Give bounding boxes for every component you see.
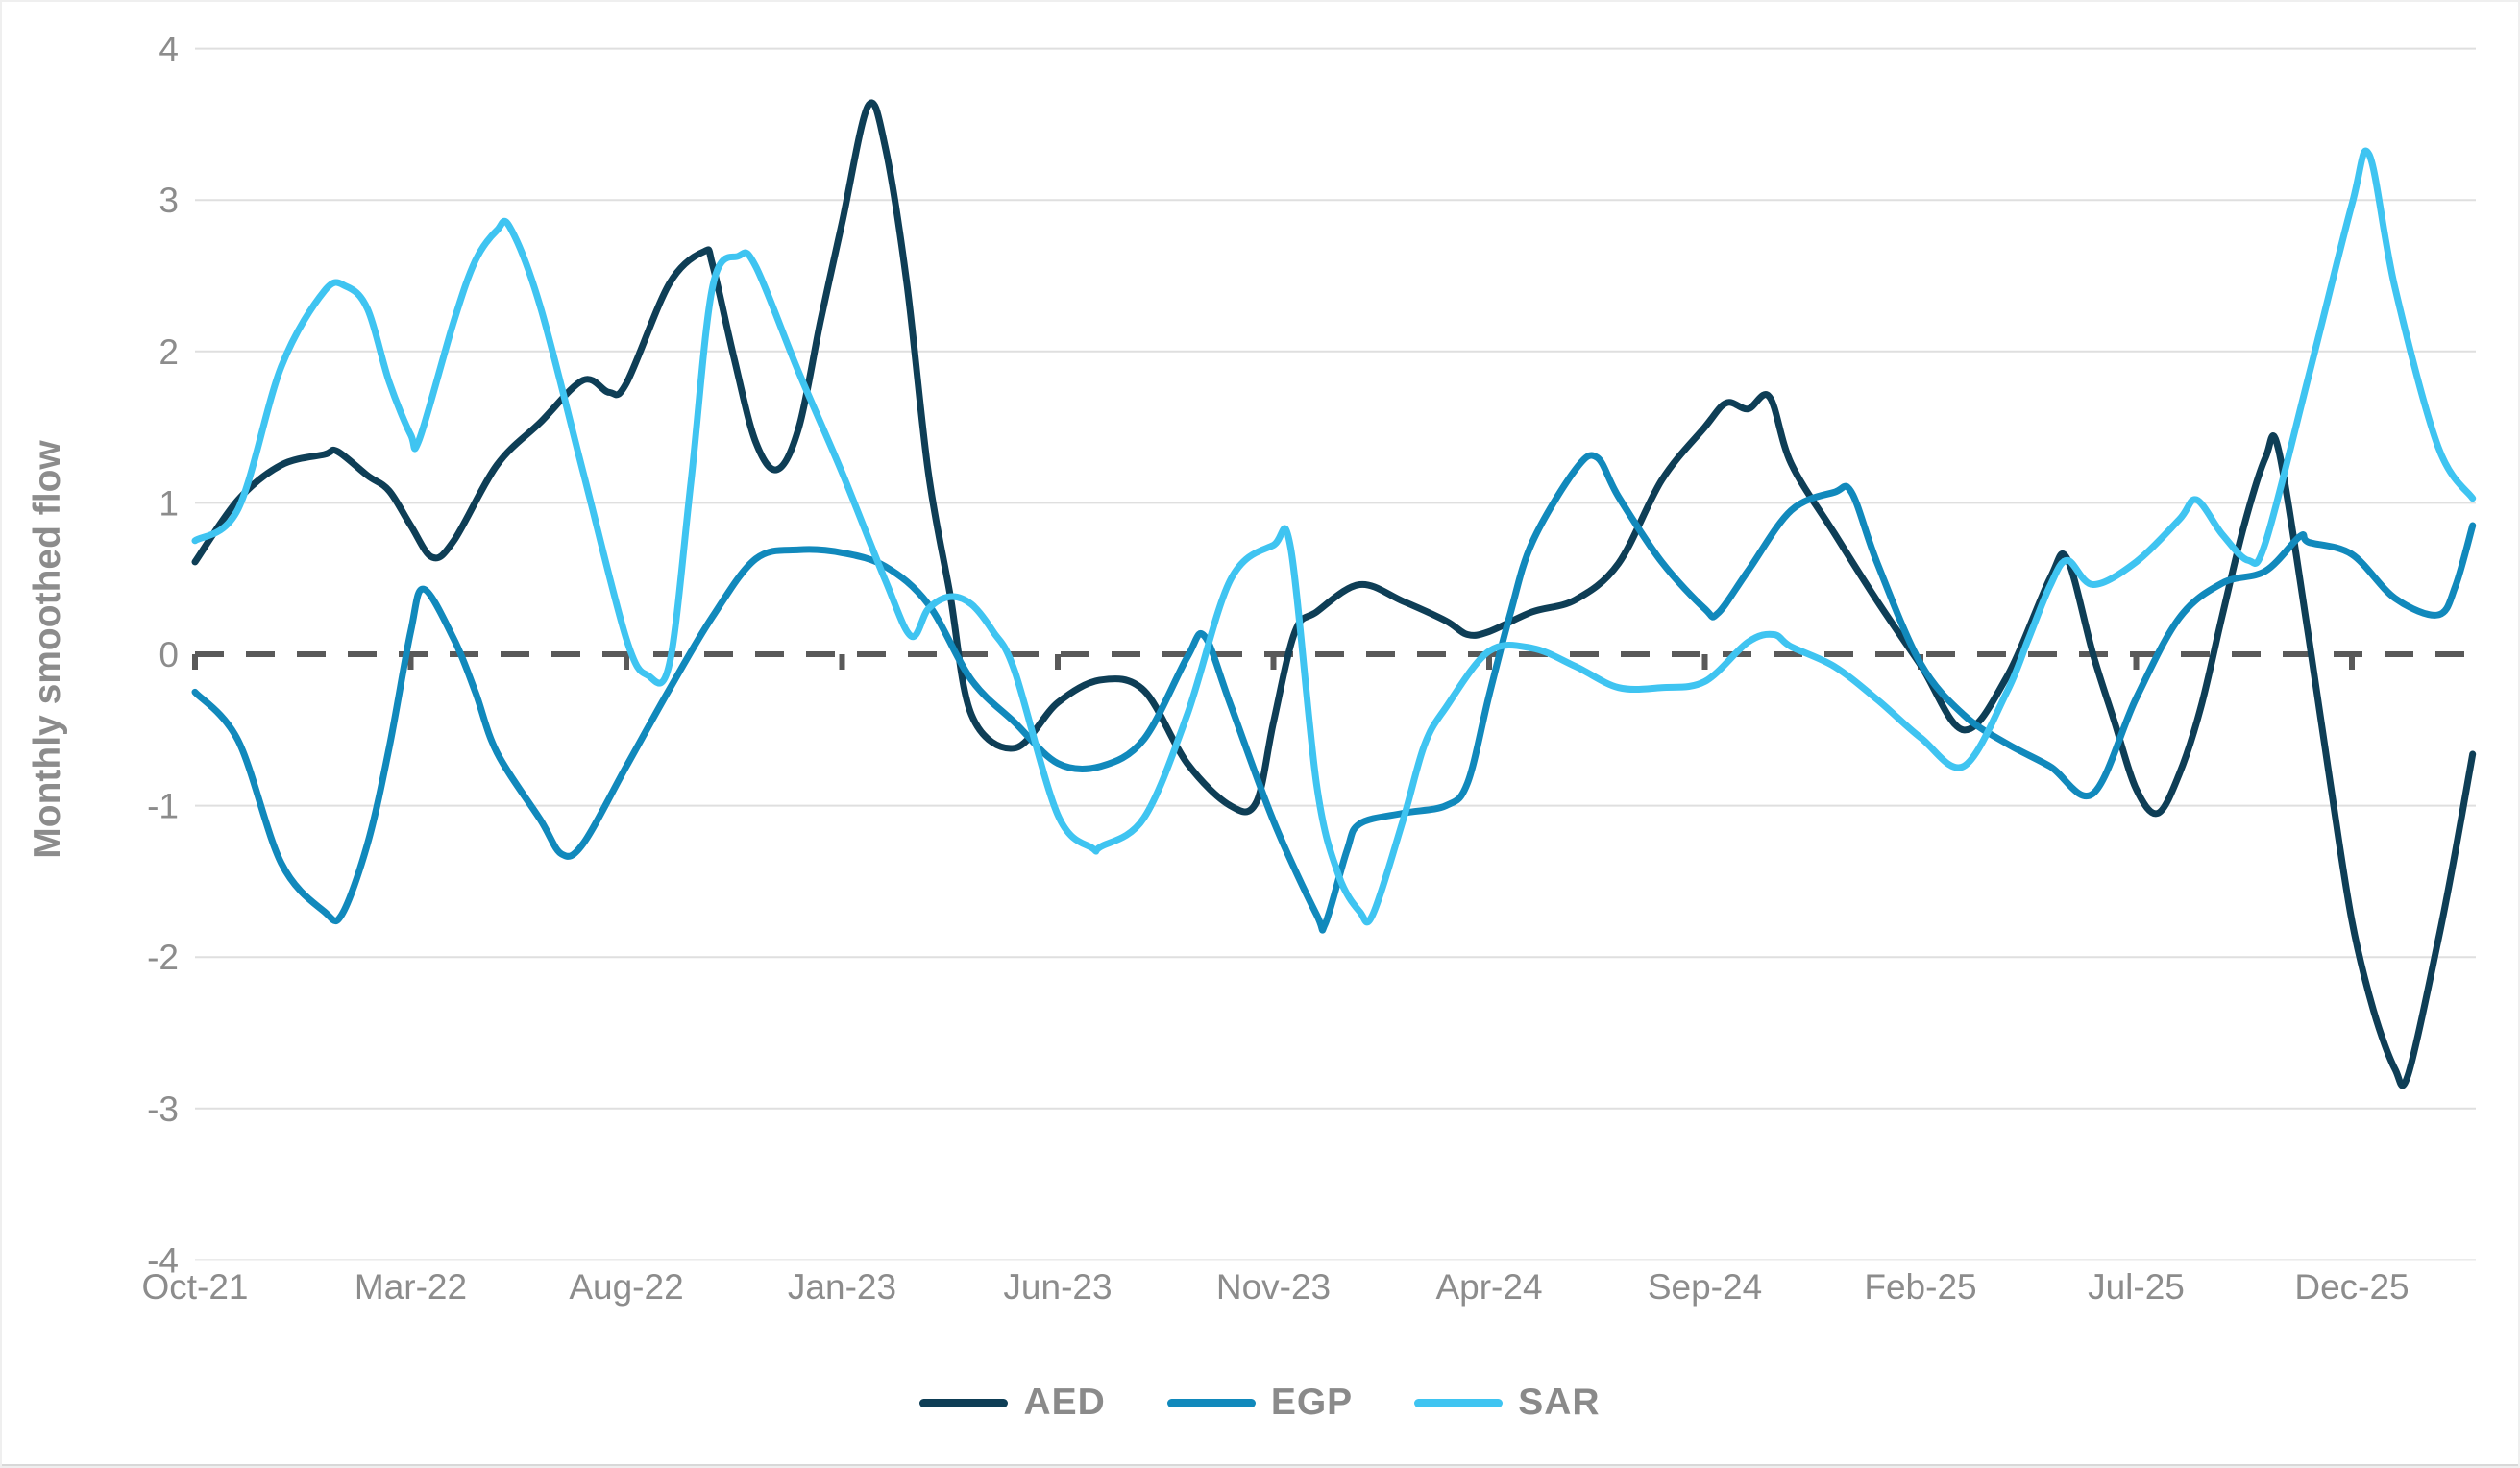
x-tick-label: Oct-21	[141, 1267, 248, 1307]
x-tick-label: Dec-25	[2294, 1267, 2409, 1307]
chart-legend: AED EGP SAR	[0, 1382, 2520, 1424]
x-tick-label: Mar-22	[355, 1267, 467, 1307]
x-tick-label: Jan-23	[788, 1267, 896, 1307]
y-tick-label-4: 4	[159, 30, 179, 69]
y-tick-label--3: -3	[147, 1089, 179, 1129]
legend-swatch-sar	[1414, 1398, 1504, 1407]
x-tick-label: Feb-25	[1864, 1267, 1976, 1307]
y-tick-label-0: 0	[159, 635, 179, 674]
y-tick-label-3: 3	[159, 181, 179, 220]
legend-label-aed: AED	[1023, 1382, 1106, 1423]
legend-swatch-egp	[1166, 1398, 1256, 1407]
x-tick-label: Jul-25	[2088, 1267, 2185, 1307]
series-line-sar	[191, 147, 2477, 926]
y-tick-label--2: -2	[147, 938, 179, 977]
legend-item-sar: SAR	[1414, 1382, 1600, 1424]
y-tick-label--4: -4	[147, 1240, 179, 1280]
x-tick-label: Apr-24	[1435, 1267, 1542, 1307]
x-tick-label: Nov-23	[1216, 1267, 1331, 1307]
legend-label-sar: SAR	[1518, 1382, 1601, 1423]
y-tick-label-1: 1	[159, 483, 179, 523]
legend-label-egp: EGP	[1270, 1382, 1354, 1423]
x-tick-label: Aug-22	[569, 1267, 683, 1307]
y-tick-label-2: 2	[159, 332, 179, 372]
x-tick-label: Jun-23	[1003, 1267, 1112, 1307]
legend-swatch-aed	[919, 1398, 1009, 1407]
legend-item-aed: AED	[919, 1382, 1105, 1424]
series-line-egp	[191, 452, 2477, 934]
legend-item-egp: EGP	[1166, 1382, 1354, 1424]
y-axis-title: Monthly smoothed flow	[27, 440, 68, 859]
y-tick-label--1: -1	[147, 787, 179, 826]
x-tick-label: Sep-24	[1648, 1267, 1762, 1307]
series-line-aed	[191, 99, 2477, 1089]
